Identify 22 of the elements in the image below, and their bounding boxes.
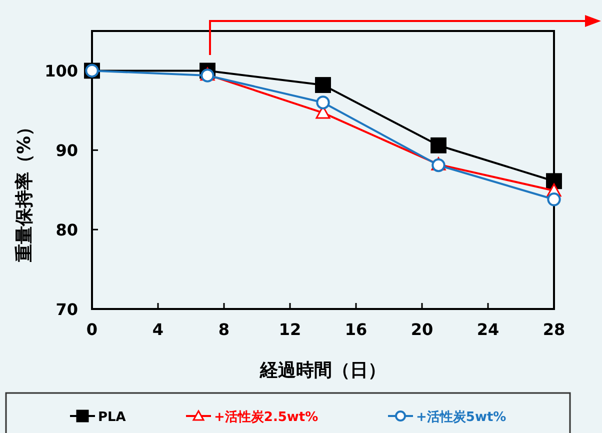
x-tick-label: 28	[542, 320, 566, 339]
y-tick-label: 90	[56, 141, 78, 160]
x-tick-label: 4	[152, 320, 164, 339]
x-tick-label: 12	[278, 320, 302, 339]
point	[547, 192, 561, 206]
y-tick-label: 70	[56, 300, 78, 319]
x-axis-title: 経過時間（日）	[259, 360, 386, 381]
point	[430, 137, 446, 154]
point	[316, 96, 330, 110]
legend-label: +活性炭2.5wt%	[214, 410, 318, 425]
y-axis-title: 重量保持率（%）	[14, 118, 35, 264]
x-tick-label: 16	[344, 320, 368, 339]
legend-label: +活性炭5wt%	[416, 410, 506, 425]
y-tick-label: 100	[44, 62, 78, 81]
legend-label: PLA	[98, 410, 126, 425]
x-tick-label: 24	[476, 320, 500, 339]
point	[315, 77, 331, 93]
x-tick-label: 0	[86, 320, 98, 339]
x-tick-label: 8	[218, 320, 230, 339]
x-tick-label: 20	[410, 320, 434, 339]
point	[546, 173, 562, 190]
y-tick-label: 80	[56, 220, 78, 240]
